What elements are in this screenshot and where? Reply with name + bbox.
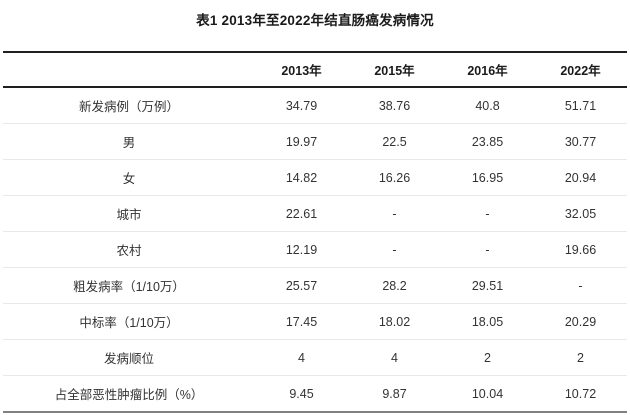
cell-value: 14.82	[285, 170, 318, 185]
cell-value: 20.94	[564, 170, 597, 185]
header-cell-year: 2016年	[467, 64, 508, 78]
table-row: 城市 22.61 - - 32.05	[3, 196, 627, 232]
header-cell-year: 2013年	[281, 64, 322, 78]
cell-value: 18.05	[471, 314, 504, 329]
cell-value: 12.19	[285, 242, 318, 257]
table-row: 农村 12.19 - - 19.66	[3, 232, 627, 268]
row-label: 新发病例（万例）	[78, 100, 179, 114]
header-cell-year: 2022年	[560, 64, 601, 78]
cell-value: -	[485, 242, 490, 257]
cell-value: 16.95	[471, 170, 504, 185]
cell-value: 4	[298, 350, 305, 365]
cell-value: -	[392, 206, 397, 221]
cell-value: 16.26	[378, 170, 411, 185]
cell-value: 38.76	[378, 98, 411, 113]
row-label: 城市	[116, 208, 142, 222]
cell-value: 20.29	[564, 314, 597, 329]
cell-value: 30.77	[564, 134, 597, 149]
cell-value: 25.57	[285, 278, 318, 293]
cell-value: 9.87	[382, 386, 407, 401]
cell-value: 17.45	[285, 314, 318, 329]
cell-value: 4	[391, 350, 398, 365]
row-label: 女	[122, 172, 136, 186]
row-label: 男	[122, 136, 136, 150]
cell-value: 32.05	[564, 206, 597, 221]
row-label: 粗发病率（1/10万）	[73, 280, 185, 294]
table-header-row: 2013年 2015年 2016年 2022年	[3, 52, 627, 87]
cell-value: -	[578, 278, 583, 293]
cell-value: 28.2	[382, 278, 407, 293]
cell-value: 34.79	[285, 98, 318, 113]
table-row: 新发病例（万例） 34.79 38.76 40.8 51.71	[3, 87, 627, 124]
cell-value: 51.71	[564, 98, 597, 113]
cell-value: 2	[577, 350, 584, 365]
table-row: 女 14.82 16.26 16.95 20.94	[3, 160, 627, 196]
table-body: 新发病例（万例） 34.79 38.76 40.8 51.71 男 19.97 22.5 23.…	[3, 87, 627, 412]
row-label: 发病顺位	[103, 352, 154, 366]
cell-value: -	[485, 206, 490, 221]
cell-value: 23.85	[471, 134, 504, 149]
cell-value: 19.97	[285, 134, 318, 149]
cell-value: 9.45	[289, 386, 314, 401]
cell-value: 29.51	[471, 278, 504, 293]
cell-value: 2	[484, 350, 491, 365]
cell-value: 10.04	[471, 386, 504, 401]
table-row: 占全部恶性肿瘤比例（%） 9.45 9.87 10.04 10.72	[3, 376, 627, 412]
cell-value: -	[392, 242, 397, 257]
table-title: 表1 2013年至2022年结直肠癌发病情况	[196, 13, 434, 28]
table-row: 男 19.97 22.5 23.85 30.77	[3, 124, 627, 160]
cell-value: 40.8	[475, 98, 500, 113]
header-cell-year: 2015年	[374, 64, 415, 78]
cell-value: 10.72	[564, 386, 597, 401]
cell-value: 18.02	[378, 314, 411, 329]
incidence-table: 2013年 2015年 2016年 2022年 新发病例（万例） 34.79 38.76 4…	[3, 51, 627, 413]
table-row: 发病顺位 4 4 2 2	[3, 340, 627, 376]
cell-value: 22.5	[382, 134, 407, 149]
cell-value: 19.66	[564, 242, 597, 257]
table-row: 粗发病率（1/10万） 25.57 28.2 29.51 -	[3, 268, 627, 304]
cell-value: 22.61	[285, 206, 318, 221]
table-row: 中标率（1/10万） 17.45 18.02 18.05 20.29	[3, 304, 627, 340]
header-cell-empty	[3, 52, 255, 87]
row-label: 占全部恶性肿瘤比例（%）	[54, 388, 204, 402]
row-label: 中标率（1/10万）	[79, 316, 179, 330]
row-label: 农村	[116, 244, 142, 258]
